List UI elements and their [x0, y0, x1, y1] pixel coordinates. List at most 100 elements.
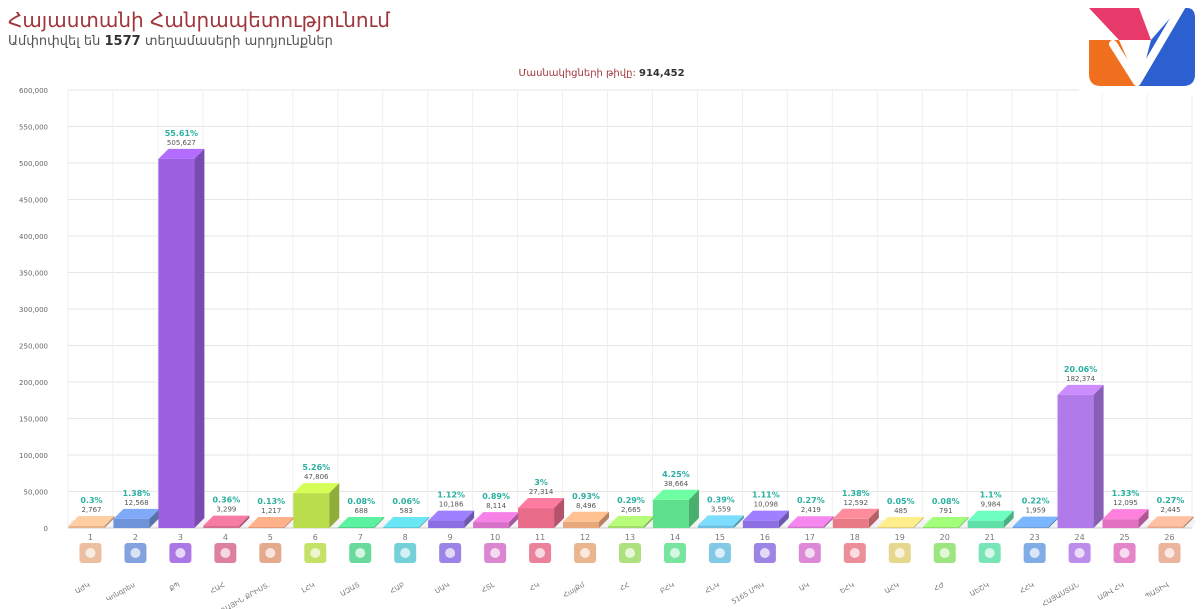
bar-side: [239, 515, 250, 528]
category-label: 8: [403, 533, 408, 542]
category-label: 9: [448, 533, 453, 542]
value-label: 38,664: [664, 480, 689, 488]
party-name-label: ՀԱԲ: [389, 581, 406, 596]
bar-side: [554, 498, 565, 528]
percent-label: 1.12%: [437, 491, 465, 500]
category-label: 12: [580, 533, 590, 542]
percent-label: 4.25%: [662, 470, 690, 479]
subtitle-suffix: տեղամասերի արդյունքներ: [144, 34, 333, 49]
category-label: 17: [805, 533, 815, 542]
category-label: 3: [178, 533, 183, 542]
bar-side: [958, 517, 969, 528]
bar-top: [697, 515, 744, 526]
bar: [248, 527, 285, 528]
bar: [1102, 519, 1139, 528]
red-emblem-icon: [1113, 543, 1136, 563]
party-name-label: ՀԱՅԱՍՏԱՆ: [1041, 581, 1081, 609]
bar-side: [733, 515, 744, 528]
value-label: 485: [894, 507, 907, 515]
category-label: 5: [268, 533, 273, 542]
percent-label: 5.26%: [302, 463, 330, 472]
value-label: 10,098: [754, 501, 779, 509]
bar: [203, 525, 240, 528]
eagle-emblem-icon: [574, 543, 597, 563]
bar-side: [194, 148, 205, 529]
percent-label: 0.27%: [797, 496, 825, 505]
percent-label: 0.29%: [617, 496, 645, 505]
bar: [608, 526, 644, 528]
party-name-label: Կոնգրես: [105, 581, 137, 604]
value-label: 505,627: [167, 139, 196, 147]
bar-side: [104, 515, 115, 528]
green-shield-icon: [798, 543, 821, 563]
bar-side: [464, 510, 475, 528]
mountain-logo-icon: [484, 543, 507, 563]
percent-label: 0.36%: [212, 496, 240, 505]
bar: [877, 527, 914, 528]
party-name-label: ՀՀ: [618, 581, 631, 593]
party-name-label: ԲՀԿ: [659, 581, 676, 596]
category-label: 25: [1119, 533, 1129, 542]
purple-square-logo-icon: [439, 543, 462, 563]
bar-top: [203, 515, 250, 526]
party-name-label: ԱԺԿ: [74, 581, 92, 596]
y-tick-label: 0: [44, 525, 48, 533]
shield-logo-icon: [214, 543, 237, 563]
bar-side: [868, 508, 879, 528]
bar-side: [913, 517, 924, 528]
total-label: Մասնակիցների թիվը:: [518, 68, 636, 79]
category-label: 19: [895, 533, 905, 542]
category-label: 15: [715, 533, 725, 542]
bar: [518, 508, 555, 528]
bar: [1057, 394, 1094, 528]
bar-top: [68, 515, 115, 526]
bar-top: [967, 510, 1014, 521]
red-figure-icon: [708, 543, 731, 563]
party-name-label: ՀՀԿ: [1019, 581, 1036, 596]
brand-logo: [1079, 0, 1203, 94]
participants-total: Մասնակիցների թիվը: 914,452: [0, 68, 1203, 79]
category-label: 6: [313, 533, 318, 542]
value-label: 182,374: [1066, 375, 1095, 383]
mountain-circle-icon: [933, 543, 956, 563]
party-name-label: ԱԶԱՏ: [339, 581, 361, 598]
bar-top: [1102, 509, 1149, 520]
percent-label: 3%: [534, 478, 548, 487]
category-label: 13: [625, 533, 635, 542]
percent-label: 0.08%: [932, 497, 960, 506]
y-tick-label: 600,000: [19, 87, 48, 95]
party-name-label: ԱԿ: [798, 581, 811, 593]
star-emblem-icon: [304, 543, 327, 563]
category-label: 14: [670, 533, 680, 542]
bar-top: [563, 511, 610, 522]
party-name-label: ՀԱՀ: [209, 581, 226, 596]
bar: [158, 158, 195, 529]
value-label: 47,806: [304, 473, 329, 481]
bar-side: [329, 483, 340, 528]
cross-emblem-icon: [259, 543, 282, 563]
bar: [428, 520, 465, 528]
y-tick-label: 250,000: [19, 343, 48, 351]
percent-label: 0.89%: [482, 492, 510, 501]
text-logo-icon: [349, 543, 372, 563]
percent-label: 0.06%: [392, 497, 420, 506]
percent-label: 55.61%: [165, 129, 198, 138]
category-label: 11: [535, 533, 545, 542]
bar-side: [599, 511, 610, 528]
bar-side: [644, 516, 654, 528]
bar-side: [1003, 510, 1014, 528]
total-value: 914,452: [639, 68, 685, 79]
ornament-emblem-icon: [529, 543, 552, 563]
category-label: 4: [223, 533, 228, 542]
category-label: 24: [1075, 533, 1085, 542]
bar: [1147, 526, 1184, 528]
party-name-label: ՀՏԼ: [480, 581, 496, 595]
category-label: 23: [1030, 533, 1040, 542]
percent-label: 1.38%: [842, 489, 870, 498]
value-label: 27,314: [529, 488, 554, 496]
text-banner-icon: [1068, 543, 1091, 563]
percent-label: 0.93%: [572, 492, 600, 501]
party-name-label: ՀԿ: [528, 581, 541, 593]
value-label: 12,592: [844, 499, 869, 507]
y-tick-label: 300,000: [19, 306, 48, 314]
